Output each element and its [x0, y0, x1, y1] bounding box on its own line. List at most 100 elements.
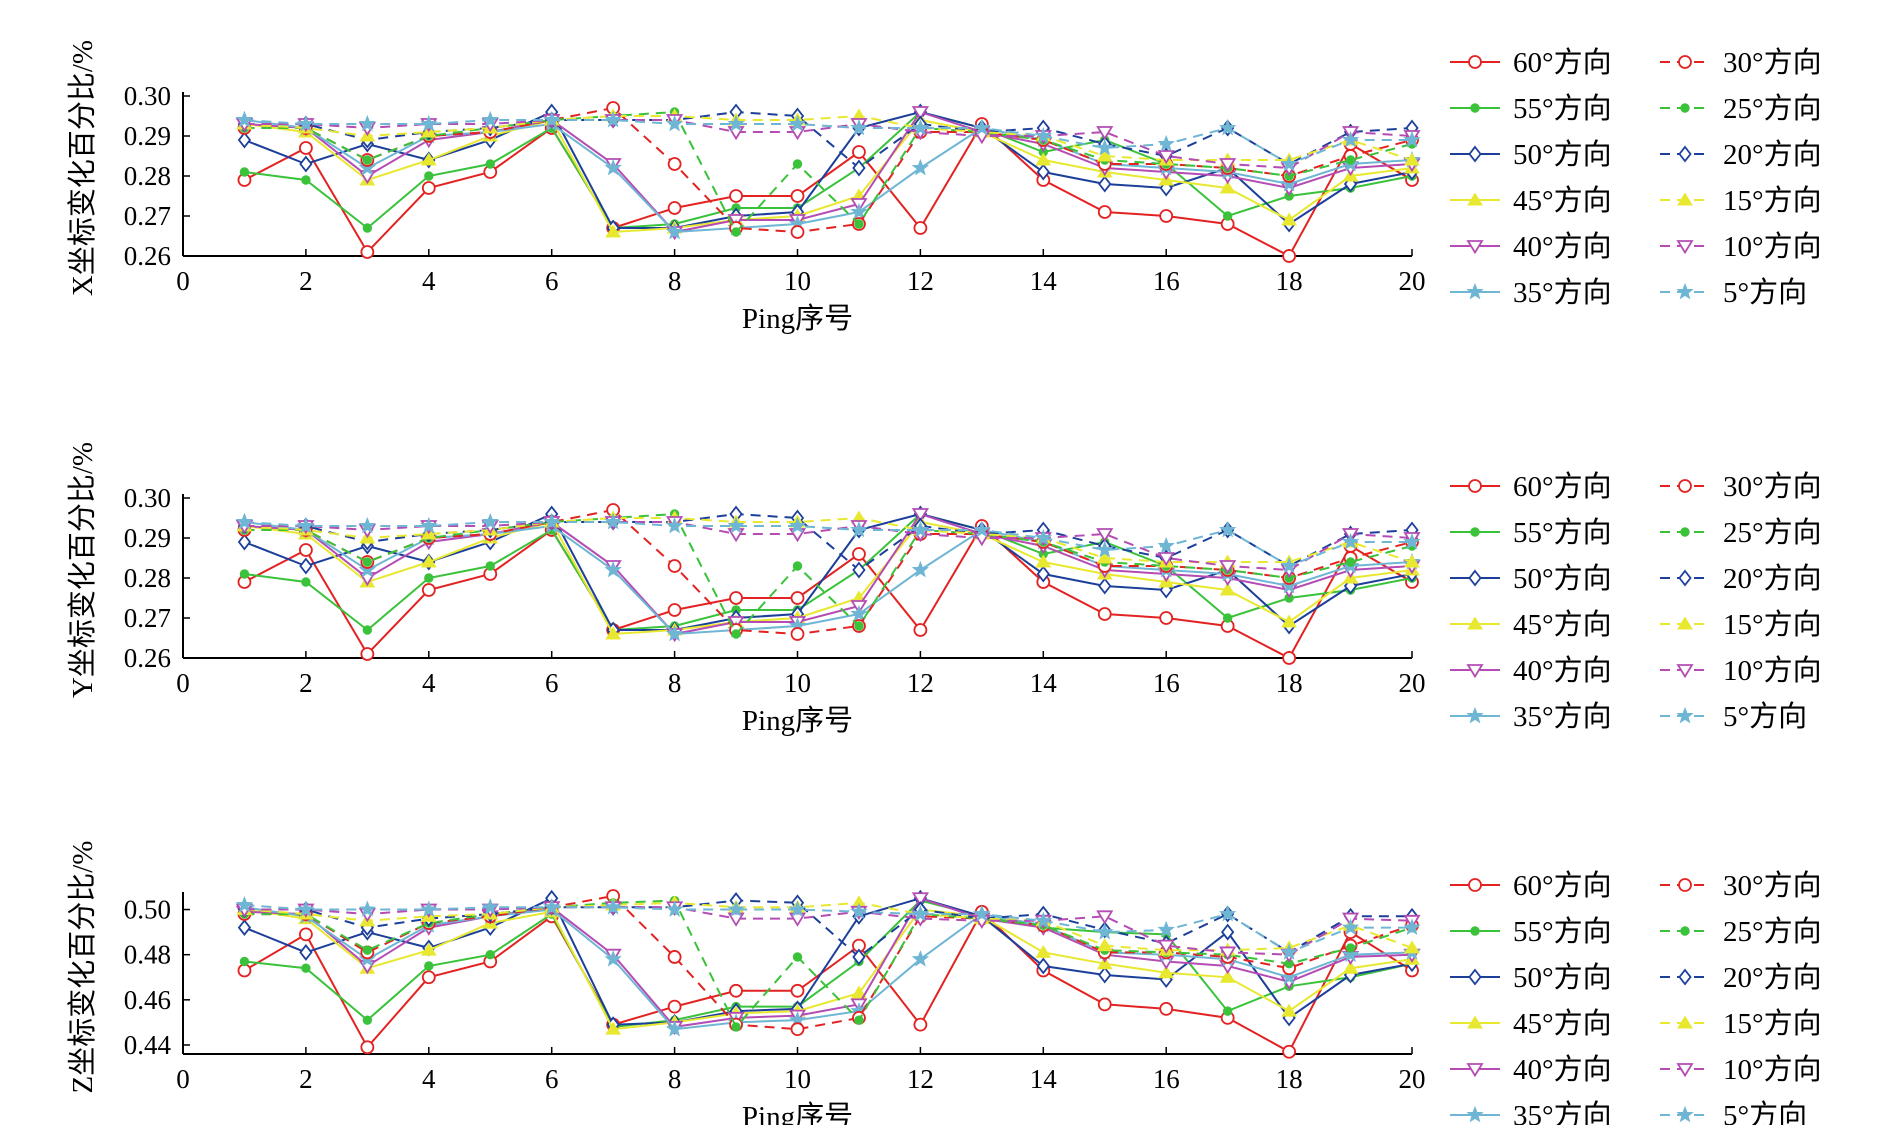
data-point: [854, 621, 864, 631]
legend-label: 30°方向: [1723, 46, 1822, 79]
data-point: [1345, 155, 1356, 165]
data-point: [358, 516, 377, 534]
data-point: [424, 573, 434, 583]
data-point: [362, 223, 373, 233]
y-tick-label: 0.30: [124, 81, 171, 111]
data-point: [850, 604, 868, 622]
data-point: [358, 560, 377, 578]
data-point: [235, 895, 254, 913]
legend-label: 15°方向: [1723, 184, 1822, 217]
x-tick-label: 2: [299, 668, 313, 698]
y-axis-label: Z坐标变化百分比/%: [66, 841, 99, 1094]
data-point: [792, 561, 803, 571]
data-point: [665, 516, 684, 534]
series-line: [244, 896, 1413, 1026]
legend-label: 30°方向: [1723, 470, 1822, 503]
data-point: [1036, 163, 1050, 181]
x-tick-label: 8: [668, 1064, 682, 1094]
data-point: [1218, 118, 1237, 136]
data-point: [788, 114, 807, 132]
legend-label: 10°方向: [1723, 1053, 1822, 1086]
data-point: [665, 900, 684, 917]
legend-marker: [1680, 926, 1690, 936]
series-10: [236, 895, 1420, 956]
legend-marker: [1676, 282, 1694, 300]
legend-label: 30°方向: [1723, 869, 1822, 902]
legend-marker: [1677, 616, 1693, 630]
data-point: [973, 904, 991, 922]
data-point: [852, 547, 866, 561]
series-line: [244, 110, 1413, 234]
data-point: [1281, 212, 1297, 226]
legend-marker: [1680, 527, 1690, 537]
legend-marker: [1468, 968, 1482, 986]
legend-3: 60°方向 55°方向 50°方向 45°方向 40°方向 35°方向 30°方向 25°方向…: [1450, 869, 1822, 1125]
data-point: [1157, 536, 1175, 554]
x-tick-label: 16: [1153, 266, 1180, 296]
data-point: [543, 898, 561, 915]
data-point: [1157, 134, 1175, 152]
series-line: [243, 910, 1413, 1054]
data-point: [788, 516, 807, 534]
x-tick-label: 0: [176, 668, 190, 698]
data-point: [1034, 126, 1052, 144]
series-line: [244, 114, 1413, 161]
data-point: [360, 647, 375, 661]
legend-label: 15°方向: [1723, 1007, 1822, 1040]
series-line: [244, 520, 1413, 636]
data-point: [1159, 209, 1174, 223]
x-axis-label: Ping序号: [742, 302, 853, 335]
data-point: [1282, 651, 1296, 665]
data-point: [1096, 956, 1113, 970]
data-point: [360, 245, 375, 259]
legend-marker: [1467, 1015, 1483, 1029]
data-point: [727, 912, 745, 927]
data-point: [1403, 918, 1421, 935]
data-point: [667, 559, 682, 573]
data-point: [1280, 968, 1298, 985]
data-point: [605, 626, 622, 640]
data-point: [362, 155, 373, 165]
data-point: [851, 985, 867, 999]
data-point: [852, 561, 866, 579]
y-axis-label: X坐标变化百分比/%: [66, 40, 99, 296]
series-line: [244, 512, 1413, 636]
data-point: [358, 158, 377, 176]
data-point: [1341, 130, 1360, 148]
data-point: [298, 927, 313, 942]
y-tick-label: 0.28: [124, 563, 171, 593]
x-tick-label: 14: [1030, 668, 1058, 698]
series-line: [244, 110, 1413, 230]
data-point: [913, 623, 928, 637]
data-point: [850, 902, 868, 920]
x-tick-label: 12: [907, 1064, 934, 1094]
data-point: [852, 145, 866, 159]
data-point: [299, 155, 313, 173]
legend-marker: [1677, 192, 1693, 206]
series-line: [244, 118, 1413, 234]
data-point: [358, 900, 377, 917]
series-line: [244, 899, 1413, 1029]
data-point: [911, 892, 930, 907]
data-point: [792, 159, 803, 169]
data-point: [911, 508, 930, 523]
data-point: [358, 114, 377, 132]
legend-marker: [1467, 616, 1483, 630]
legend-label: 40°方向: [1513, 654, 1612, 687]
data-point: [362, 625, 373, 635]
data-point: [604, 158, 622, 176]
series-line: [244, 119, 1413, 170]
data-point: [665, 222, 684, 240]
x-tick-label: 0: [176, 1064, 190, 1094]
data-point: [790, 225, 805, 239]
legend-label: 60°方向: [1513, 869, 1612, 902]
legend-marker: [1466, 240, 1484, 255]
data-point: [1222, 1006, 1233, 1016]
series-line: [244, 110, 1413, 170]
data-point: [731, 629, 741, 639]
legend-marker: [1676, 706, 1694, 724]
legend-marker: [1470, 926, 1480, 936]
data-point: [605, 1021, 622, 1035]
series-12: [235, 110, 1421, 172]
data-point: [1281, 614, 1297, 628]
